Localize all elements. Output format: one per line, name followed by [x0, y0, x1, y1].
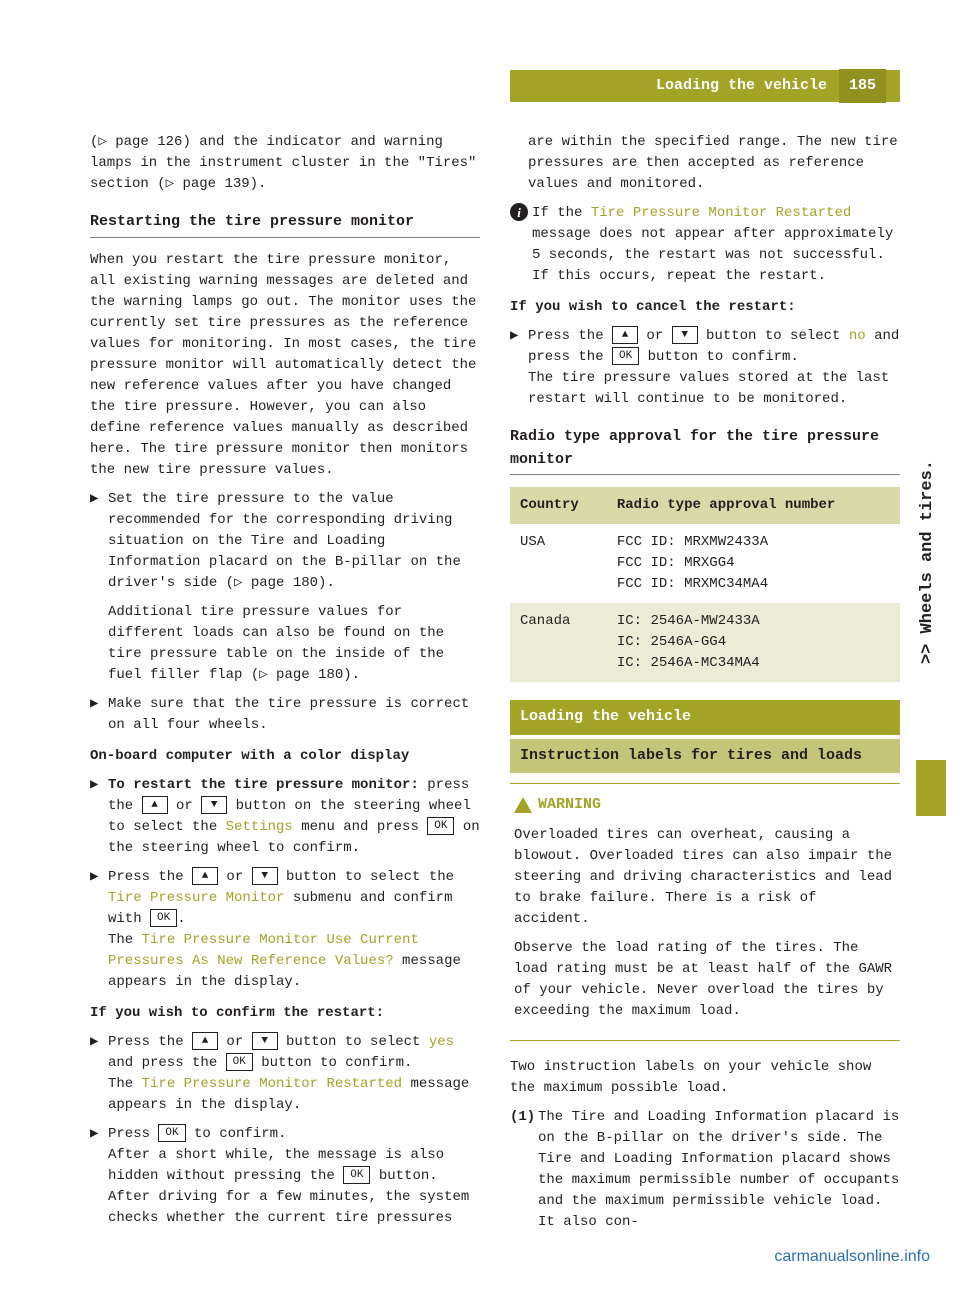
step-marker-icon: ▶ — [90, 694, 108, 736]
table-cell: USA — [510, 524, 607, 603]
step-marker-icon: ▶ — [90, 867, 108, 993]
step-lead: To restart the tire pressure monitor: — [108, 777, 419, 793]
footer-link[interactable]: carmanualsonline.info — [774, 1245, 930, 1269]
continuation-text: are within the specified range. The new … — [528, 132, 900, 195]
info-body: If the Tire Pressure Monitor Restarted m… — [532, 203, 900, 287]
up-button[interactable]: ▲ — [192, 867, 218, 885]
step-marker-icon: ▶ — [90, 1124, 108, 1229]
option-yes: yes — [429, 1034, 454, 1050]
step-body: Press the ▲ or ▼ button to select no and… — [528, 326, 900, 410]
table-cell: FCC ID: MRXMW2433A FCC ID: MRXGG4 FCC ID… — [607, 524, 900, 603]
up-button[interactable]: ▲ — [142, 796, 168, 814]
header-title: Loading the vehicle — [656, 75, 827, 98]
info-icon: i — [510, 203, 532, 287]
menu-settings: Settings — [226, 819, 293, 835]
step-body: Press the ▲ or ▼ button to select the Ti… — [108, 867, 480, 993]
table-cell: Canada — [510, 603, 607, 682]
section-tab-block — [916, 760, 946, 816]
down-button[interactable]: ▼ — [252, 867, 278, 885]
display-message: Tire Pressure Monitor Restarted — [142, 1076, 402, 1092]
display-message: Tire Pressure Monitor Use Current Pressu… — [108, 932, 419, 969]
step-body: To restart the tire pressure monitor: pr… — [108, 775, 480, 859]
step-body: Set the tire pressure to the value recom… — [108, 489, 480, 594]
right-column: are within the specified range. The new … — [510, 132, 900, 1241]
subheading-cancel: If you wish to cancel the restart: — [510, 297, 900, 318]
after-warning-text: Two instruction labels on your vehicle s… — [510, 1057, 900, 1099]
numbered-item: (1) The Tire and Loading Information pla… — [510, 1107, 900, 1233]
step-body: Make sure that the tire pressure is corr… — [108, 694, 480, 736]
table-header: Radio type approval number — [607, 487, 900, 524]
step-marker-icon: ▶ — [90, 489, 108, 594]
table-row: Canada IC: 2546A-MW2433A IC: 2546A-GG4 I… — [510, 603, 900, 682]
item-number: (1) — [510, 1107, 538, 1233]
table-header-row: Country Radio type approval number — [510, 487, 900, 524]
step-select-no: ▶ Press the ▲ or ▼ button to select no a… — [510, 326, 900, 410]
warning-icon — [514, 797, 532, 813]
step-extra: Additional tire pressure values for diff… — [108, 602, 480, 686]
warning-text: Overloaded tires can overheat, causing a… — [514, 825, 896, 930]
down-button[interactable]: ▼ — [672, 326, 698, 344]
section-restart-title: Restarting the tire pressure monitor — [90, 211, 480, 238]
left-column: (▷ page 126) and the indicator and warni… — [90, 132, 480, 1241]
intro-text: (▷ page 126) and the indicator and warni… — [90, 132, 480, 195]
step-marker-icon: ▶ — [90, 1032, 108, 1116]
section-tab: >> Wheels and tires. — [915, 460, 941, 664]
warning-text: Observe the load rating of the tires. Th… — [514, 938, 896, 1022]
display-message: Tire Pressure Monitor Restarted — [591, 205, 851, 221]
warning-heading: WARNING — [514, 794, 896, 817]
table-row: USA FCC ID: MRXMW2433A FCC ID: MRXGG4 FC… — [510, 524, 900, 603]
warning-box: WARNING Overloaded tires can overheat, c… — [510, 783, 900, 1041]
step-select-yes: ▶ Press the ▲ or ▼ button to select yes … — [90, 1032, 480, 1116]
ok-button[interactable]: OK — [612, 347, 639, 365]
banner-instruction-labels: Instruction labels for tires and loads — [510, 739, 900, 774]
option-no: no — [849, 328, 866, 344]
down-button[interactable]: ▼ — [252, 1032, 278, 1050]
manual-page: Loading the vehicle 185 >> Wheels and ti… — [0, 0, 960, 1281]
step-restart-monitor: ▶ To restart the tire pressure monitor: … — [90, 775, 480, 859]
subheading-confirm: If you wish to confirm the restart: — [90, 1003, 480, 1024]
section-radio-approval-title: Radio type approval for the tire pressur… — [510, 426, 900, 475]
banner-loading: Loading the vehicle — [510, 700, 900, 735]
step-select-tpm: ▶ Press the ▲ or ▼ button to select the … — [90, 867, 480, 993]
table-header: Country — [510, 487, 607, 524]
step-press-ok: ▶ Press OK to confirm. After a short whi… — [90, 1124, 480, 1229]
up-button[interactable]: ▲ — [612, 326, 638, 344]
step-check-wheels: ▶ Make sure that the tire pressure is co… — [90, 694, 480, 736]
warning-label: WARNING — [538, 794, 601, 817]
step-marker-icon: ▶ — [510, 326, 528, 410]
table-cell: IC: 2546A-MW2433A IC: 2546A-GG4 IC: 2546… — [607, 603, 900, 682]
ok-button[interactable]: OK — [427, 817, 454, 835]
ok-button[interactable]: OK — [343, 1166, 370, 1184]
item-body: The Tire and Loading Information placard… — [538, 1107, 900, 1233]
page-header: Loading the vehicle 185 — [510, 70, 900, 102]
step-body: Press OK to confirm. After a short while… — [108, 1124, 480, 1229]
step-body: Press the ▲ or ▼ button to select yes an… — [108, 1032, 480, 1116]
subheading-color-display: On-board computer with a color display — [90, 746, 480, 767]
step-set-pressure: ▶ Set the tire pressure to the value rec… — [90, 489, 480, 594]
ok-button[interactable]: OK — [150, 909, 177, 927]
ok-button[interactable]: OK — [158, 1124, 185, 1142]
page-number: 185 — [839, 69, 886, 104]
restart-description: When you restart the tire pressure monit… — [90, 250, 480, 481]
step-marker-icon: ▶ — [90, 775, 108, 859]
up-button[interactable]: ▲ — [192, 1032, 218, 1050]
info-note: i If the Tire Pressure Monitor Restarted… — [510, 203, 900, 287]
down-button[interactable]: ▼ — [201, 796, 227, 814]
approval-table: Country Radio type approval number USA F… — [510, 487, 900, 682]
ok-button[interactable]: OK — [226, 1053, 253, 1071]
submenu-tpm: Tire Pressure Monitor — [108, 890, 284, 906]
